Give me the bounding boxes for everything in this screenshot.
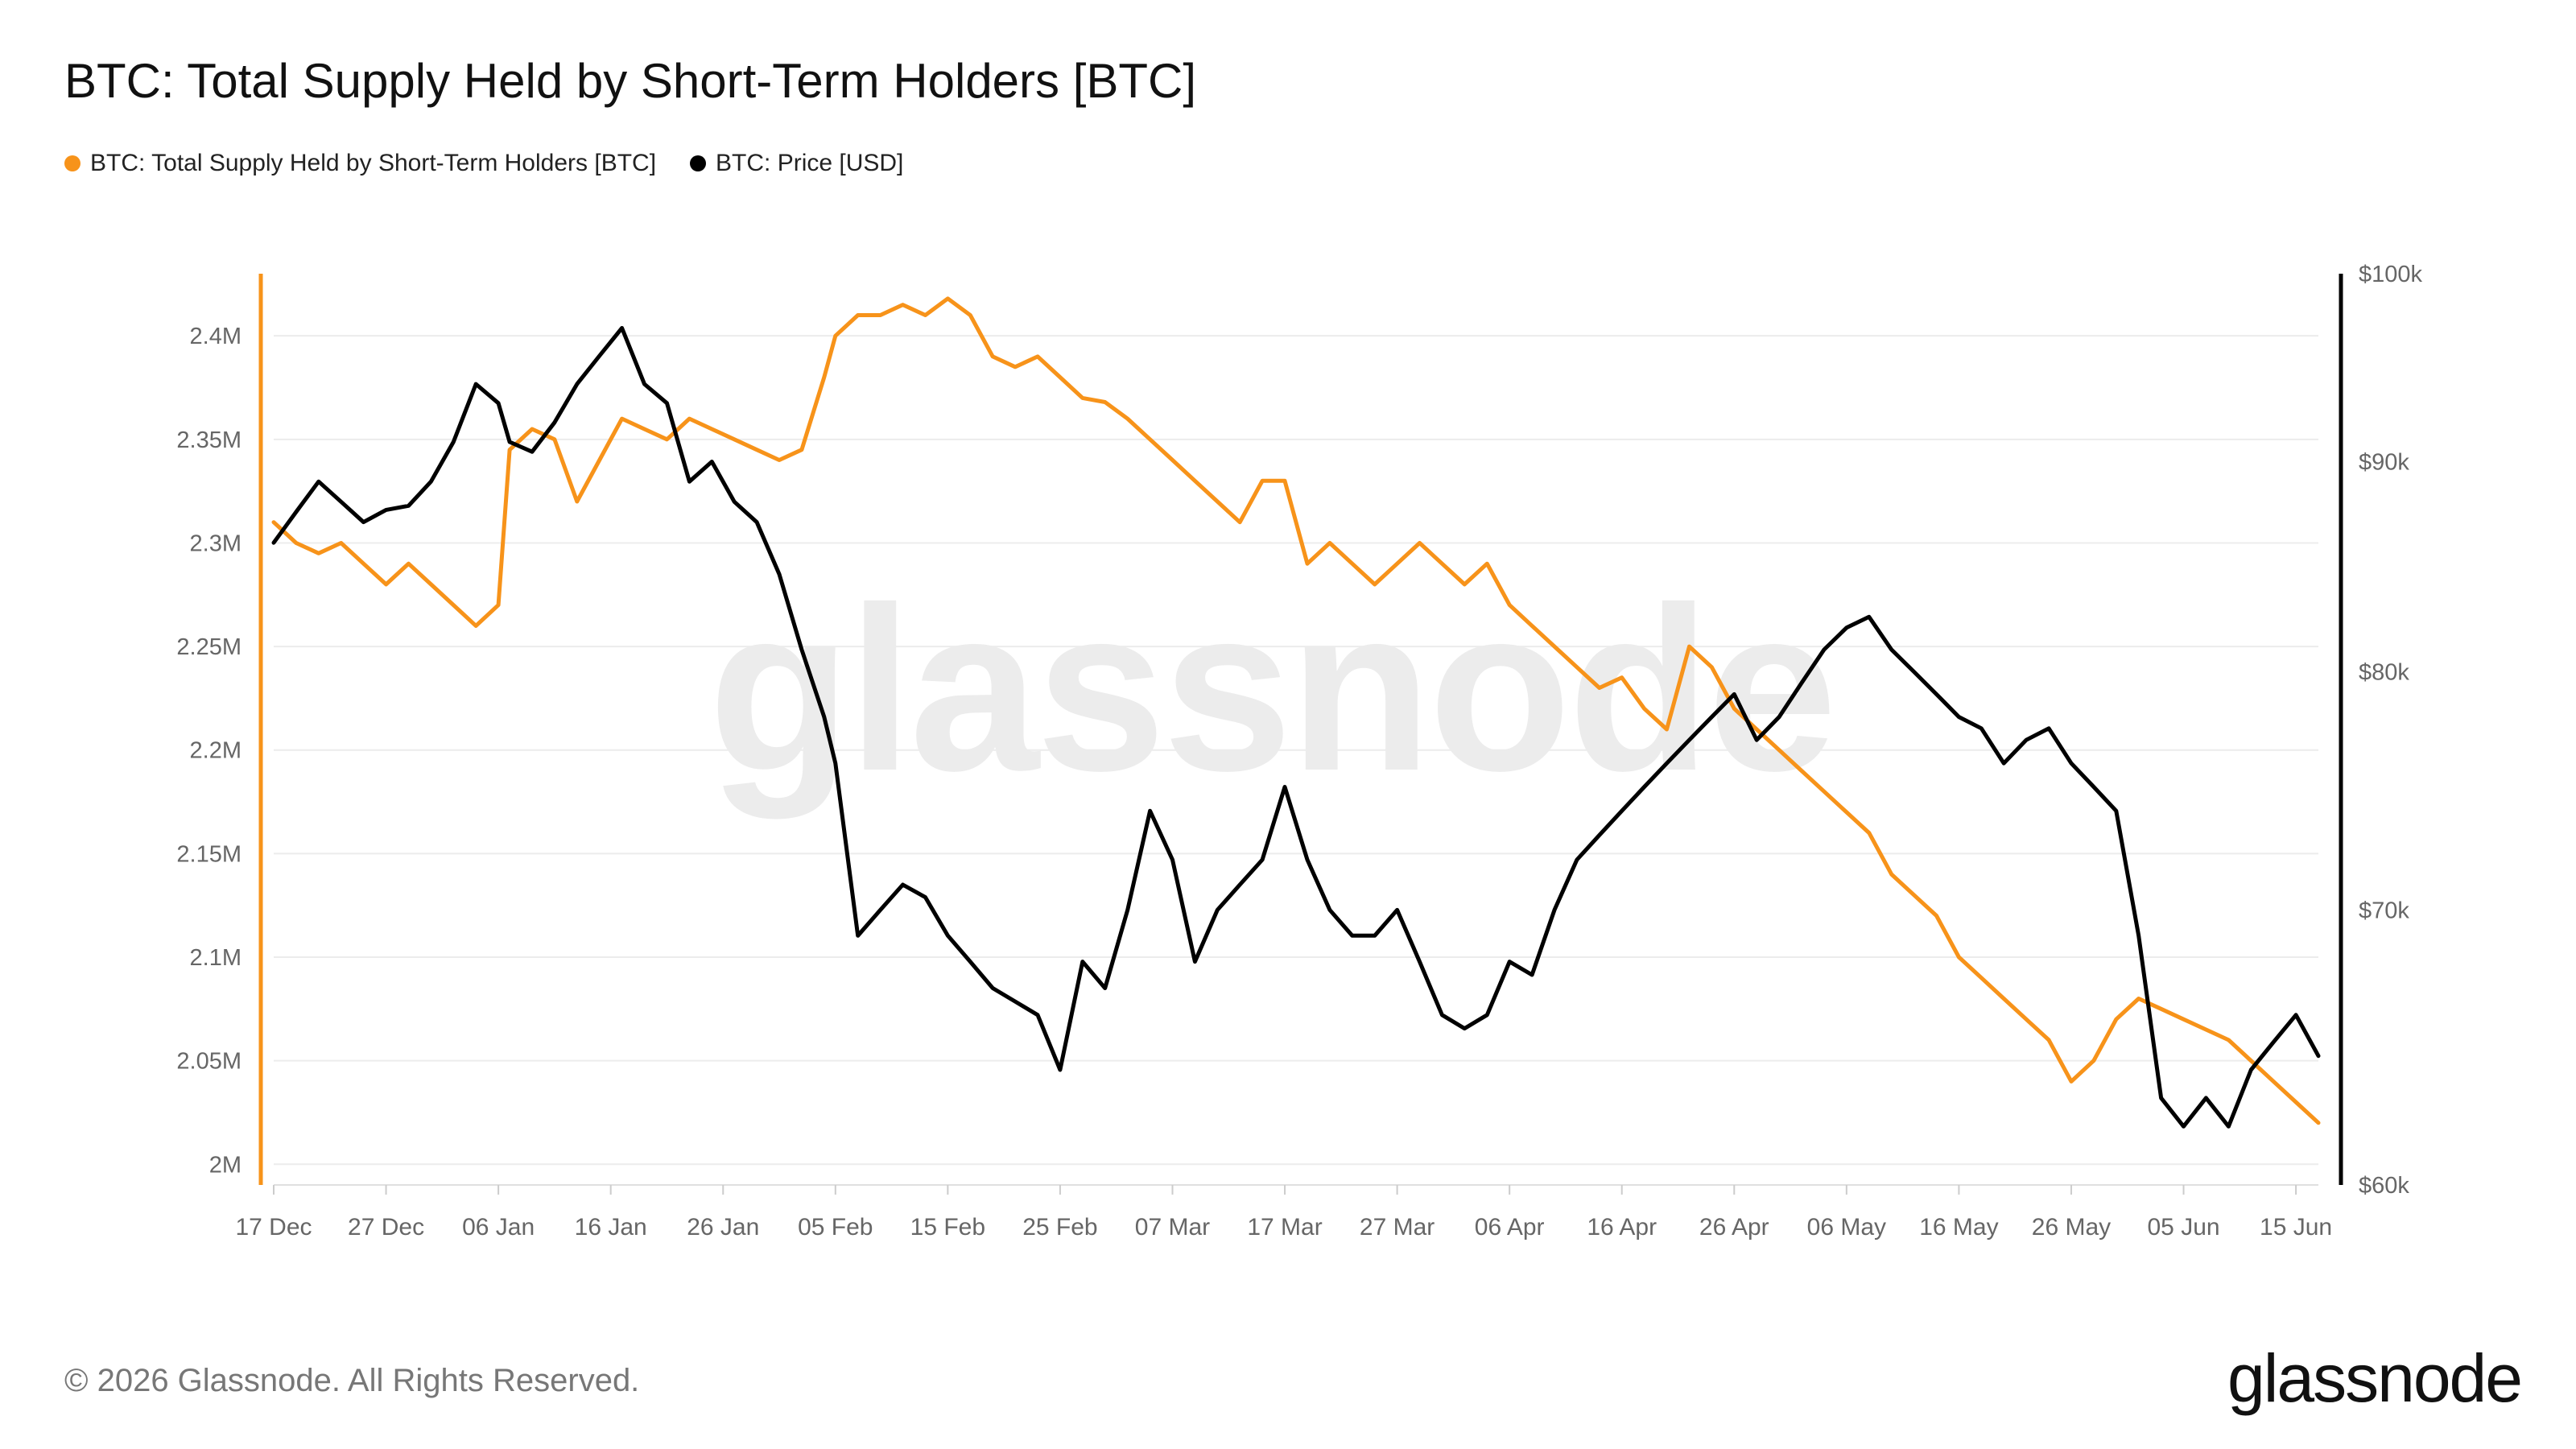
x-tick-label: 06 May <box>1807 1214 1886 1241</box>
y-left-tick-label: 2.4M <box>190 324 242 349</box>
x-tick-label: 05 Jun <box>2147 1214 2219 1241</box>
y-left-tick-label: 2.15M <box>176 841 242 867</box>
x-tick-label: 27 Mar <box>1360 1214 1435 1241</box>
legend-label-sth-supply: BTC: Total Supply Held by Short-Term Hol… <box>90 150 657 176</box>
y-left-tick-label: 2.25M <box>176 634 242 660</box>
x-tick-label: 15 Feb <box>910 1214 985 1241</box>
x-tick-label: 17 Mar <box>1247 1214 1322 1241</box>
chart-title: BTC: Total Supply Held by Short-Term Hol… <box>64 54 1197 108</box>
x-tick-label: 26 May <box>2032 1214 2111 1241</box>
x-tick-label: 16 Apr <box>1587 1214 1657 1241</box>
legend: BTC: Total Supply Held by Short-Term Hol… <box>64 150 937 177</box>
series-line-sth-supply <box>271 296 2321 1125</box>
x-tick-label: 16 May <box>1919 1214 1998 1241</box>
x-tick-label: 15 Jun <box>2260 1214 2332 1241</box>
legend-item-price[interactable]: BTC: Price [USD] <box>690 150 903 177</box>
y-right-tick-label: $90k <box>2359 449 2409 475</box>
y-left-tick-label: 2M <box>209 1152 242 1178</box>
watermark: glassnode <box>708 559 1837 819</box>
legend-label-price: BTC: Price [USD] <box>716 150 904 176</box>
x-tick-label: 26 Jan <box>687 1214 759 1241</box>
y-left-tick-label: 2.3M <box>190 530 242 556</box>
x-tick-label: 26 Apr <box>1699 1214 1769 1241</box>
legend-item-sth-supply[interactable]: BTC: Total Supply Held by Short-Term Hol… <box>64 150 656 177</box>
y-left-tick-label: 2.05M <box>176 1049 242 1075</box>
x-tick-label: 27 Dec <box>348 1214 424 1241</box>
y-right-tick-label: $100k <box>2359 262 2423 287</box>
x-tick-label: 25 Feb <box>1022 1214 1097 1241</box>
y-left-tick-label: 2.2M <box>190 738 242 764</box>
x-tick-label: 06 Apr <box>1475 1214 1545 1241</box>
x-tick-label: 07 Mar <box>1135 1214 1210 1241</box>
x-tick-label: 17 Dec <box>235 1214 312 1241</box>
y-right-tick-label: $80k <box>2359 659 2409 685</box>
legend-dot-price <box>690 155 707 171</box>
y-right-tick-label: $70k <box>2359 898 2409 923</box>
glassnode-logo: glassnode <box>2227 1340 2523 1416</box>
footer-copyright: © 2026 Glassnode. All Rights Reserved. <box>64 1363 640 1398</box>
x-tick-label: 06 Jan <box>462 1214 535 1241</box>
series-line-price <box>271 326 2321 1129</box>
y-left-tick-label: 2.35M <box>176 427 242 453</box>
y-right-tick-label: $60k <box>2359 1173 2409 1199</box>
x-tick-label: 16 Jan <box>575 1214 647 1241</box>
legend-dot-sth-supply <box>64 155 80 171</box>
y-left-tick-label: 2.1M <box>190 945 242 971</box>
x-tick-label: 05 Feb <box>798 1214 873 1241</box>
